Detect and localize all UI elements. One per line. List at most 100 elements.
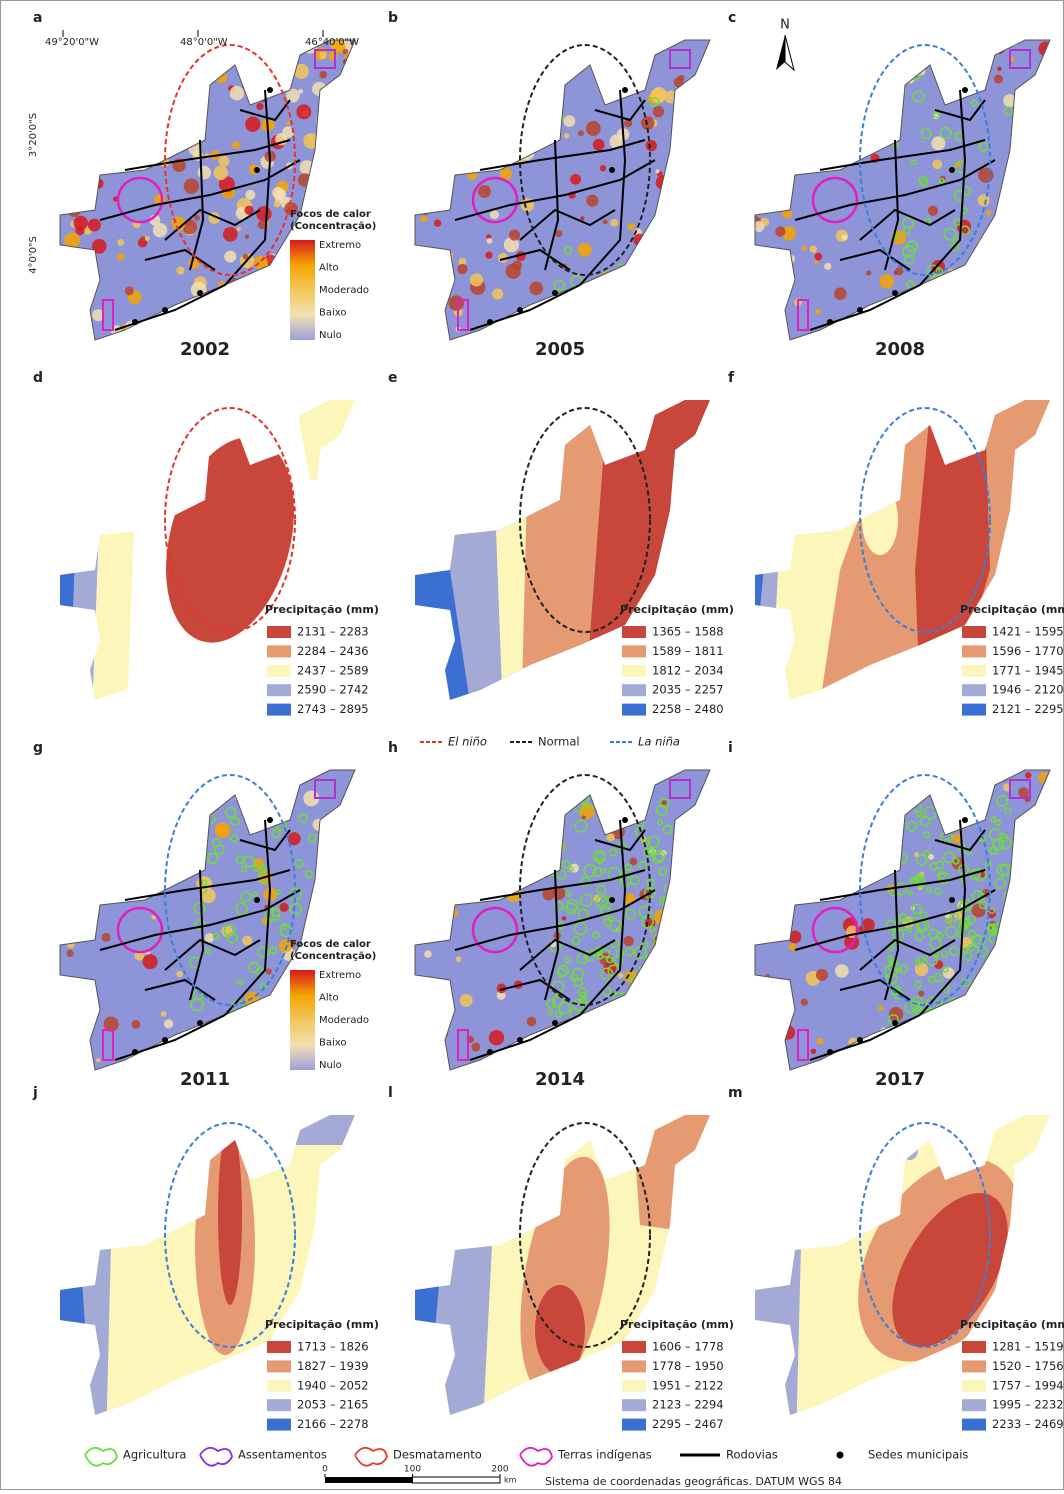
precipitation-swatch: [267, 1360, 291, 1372]
precipitation-class: 2258 – 2480: [652, 702, 724, 716]
precipitation-legend-title: Precipitação (mm): [960, 1318, 1064, 1331]
municipal-seat: [609, 897, 615, 903]
hotspot: [817, 1038, 824, 1045]
hotspot: [266, 969, 272, 975]
municipal-seat: [267, 87, 273, 93]
hotspot: [456, 956, 462, 962]
enso-label: La niña: [638, 735, 680, 749]
precipitation-swatch: [962, 1399, 986, 1411]
hotspot: [509, 230, 520, 241]
municipal-seat: [517, 1037, 523, 1043]
hotspot: [492, 288, 503, 299]
municipal-seat: [857, 307, 863, 313]
heat-legend-label: Moderado: [319, 1015, 369, 1026]
hotspot: [529, 281, 543, 295]
precipitation-swatch: [962, 1419, 986, 1431]
hotspot: [434, 219, 441, 226]
hotspot: [117, 239, 124, 246]
precipitation-class: 1596 – 1770: [992, 644, 1064, 658]
municipal-seat: [267, 817, 273, 823]
precipitation-swatch: [622, 645, 646, 657]
municipal-seat: [132, 319, 138, 325]
precipitation-class: 2121 – 2295: [992, 702, 1064, 716]
hotspot: [214, 166, 228, 180]
hotspot: [815, 309, 821, 315]
precipitation-swatch: [267, 1399, 291, 1411]
scale-bar: [413, 1477, 501, 1483]
hotspot: [1025, 772, 1032, 779]
hotspot: [161, 1011, 167, 1017]
hotspot: [286, 121, 290, 125]
scale-unit: km: [504, 1476, 517, 1485]
municipal-seat: [609, 167, 615, 173]
hotspot: [506, 264, 521, 279]
latitude-label: 4°0'0"S: [28, 236, 39, 274]
hotspot: [460, 994, 473, 1007]
hotspot: [296, 104, 311, 119]
hotspot: [653, 106, 664, 117]
heat-legend-title: Focos de calor: [290, 209, 371, 220]
precipitation-swatch: [622, 684, 646, 696]
precipitation-swatch: [267, 1419, 291, 1431]
precipitation-swatch: [962, 704, 986, 716]
hotspot: [176, 971, 183, 978]
hotspot: [610, 219, 618, 227]
hotspot: [198, 166, 211, 179]
precipitation-class: 1778 – 1950: [652, 1359, 724, 1373]
hotspot: [176, 266, 184, 274]
hotspot: [478, 185, 491, 198]
hotspot: [164, 1019, 173, 1028]
hotspot: [125, 286, 134, 295]
municipal-seat: [827, 319, 833, 325]
hotspot: [132, 1020, 141, 1029]
precipitation-legend-title: Precipitação (mm): [620, 1318, 734, 1331]
precipitation-swatch: [962, 1380, 986, 1392]
municipal-seat: [487, 319, 493, 325]
hotspot: [952, 834, 961, 843]
hotspot: [918, 990, 924, 996]
enso-label: Normal: [538, 735, 580, 749]
hotspot: [641, 116, 655, 130]
precipitation-class: 1771 – 1945: [992, 663, 1064, 677]
precipitation-class: 1365 – 1588: [652, 625, 724, 639]
precipitation-swatch: [267, 645, 291, 657]
precipitation-class: 1606 – 1778: [652, 1340, 724, 1354]
heat-legend-title: (Concentração): [290, 951, 376, 962]
hotspot: [184, 178, 199, 193]
precipitation-legend-title: Precipitação (mm): [620, 603, 734, 616]
hotspot: [866, 270, 871, 275]
precipitation-swatch: [267, 1341, 291, 1353]
hotspot: [810, 245, 818, 253]
hotspot: [978, 167, 993, 182]
hotspot: [834, 287, 847, 300]
municipal-seat: [517, 307, 523, 313]
precipitation-class: 2123 – 2294: [652, 1398, 724, 1412]
hotspot: [563, 115, 575, 127]
hotspot: [816, 969, 828, 981]
hotspot: [215, 824, 225, 834]
precipitation-swatch: [622, 1419, 646, 1431]
enso-label: El niño: [448, 735, 487, 749]
precipitation-swatch: [962, 684, 986, 696]
hotspot: [489, 1030, 504, 1045]
hotspot: [319, 71, 327, 79]
hotspot: [802, 246, 807, 251]
hotspot: [586, 121, 601, 136]
hotspot: [878, 1005, 883, 1010]
municipal-seat: [552, 290, 558, 296]
scale-bar: [325, 1477, 413, 1483]
heat-legend-label: Baixo: [319, 1038, 347, 1049]
precipitation-swatch: [962, 626, 986, 638]
legend-label: Desmatamento: [393, 1448, 482, 1462]
hotspot: [420, 215, 427, 222]
legend-symbol: [837, 1452, 844, 1459]
hotspot: [256, 206, 271, 221]
longitude-label: 48°0'0"W: [180, 37, 228, 48]
hotspot: [564, 133, 569, 138]
precipitation-swatch: [962, 1360, 986, 1372]
hotspot: [578, 130, 584, 136]
body: a2002Focos de calor(Concentração)Extremo…: [0, 0, 1064, 1490]
precipitation-swatch: [267, 665, 291, 677]
precipitation-swatch: [962, 665, 986, 677]
hotspot: [471, 1043, 480, 1052]
